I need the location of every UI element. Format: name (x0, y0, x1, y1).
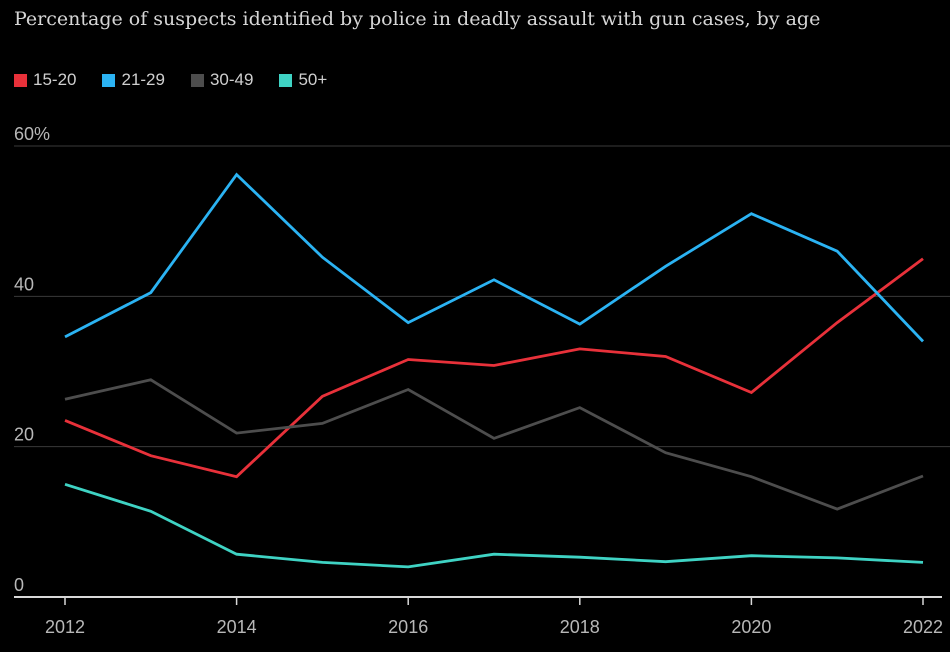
legend-swatch-21-29 (102, 73, 116, 87)
gridlines (14, 145, 950, 448)
y-tick-label-40: 40 (14, 274, 34, 294)
legend-label-30-49: 30-49 (209, 70, 254, 89)
series-line-21-29 (64, 172, 925, 343)
x-tick-label-2012: 2012 (45, 617, 85, 637)
x-tick-label-2018: 2018 (560, 617, 600, 637)
x-axis: 2012 2014 2016 2018 2020 2022 (14, 596, 943, 637)
x-tick-label-2014: 2014 (217, 617, 257, 637)
legend-item-30-49: 30-49 (190, 70, 254, 90)
legend-swatch-15-20 (14, 73, 27, 87)
legend-swatch-30-49 (190, 73, 204, 87)
y-tick-label-0: 0 (14, 575, 24, 595)
chart-title: Percentage of suspects identified by pol… (14, 8, 821, 30)
legend: 15-20 21-29 30-49 50+ (14, 70, 353, 90)
x-tick-label-2016: 2016 (388, 617, 428, 637)
series-line-30-49 (64, 378, 924, 511)
y-tick-label-20: 20 (14, 425, 34, 445)
x-tick-label-2022: 2022 (903, 617, 943, 637)
legend-item-50-plus: 50+ (279, 70, 327, 90)
legend-label-15-20: 15-20 (33, 70, 77, 89)
legend-item-15-20: 15-20 (14, 70, 76, 90)
x-tick-label-2020: 2020 (731, 617, 771, 637)
series-line-15-20 (64, 257, 924, 479)
legend-label-50-plus: 50+ (298, 70, 328, 89)
y-tick-label-60: 60% (14, 124, 50, 144)
series-line-50-plus (64, 482, 924, 569)
legend-swatch-50-plus (279, 73, 293, 87)
y-axis-labels: 60% 40 20 0 (14, 124, 50, 595)
legend-item-21-29: 21-29 (102, 70, 165, 90)
legend-label-21-29: 21-29 (121, 70, 165, 89)
series-lines (64, 172, 925, 569)
